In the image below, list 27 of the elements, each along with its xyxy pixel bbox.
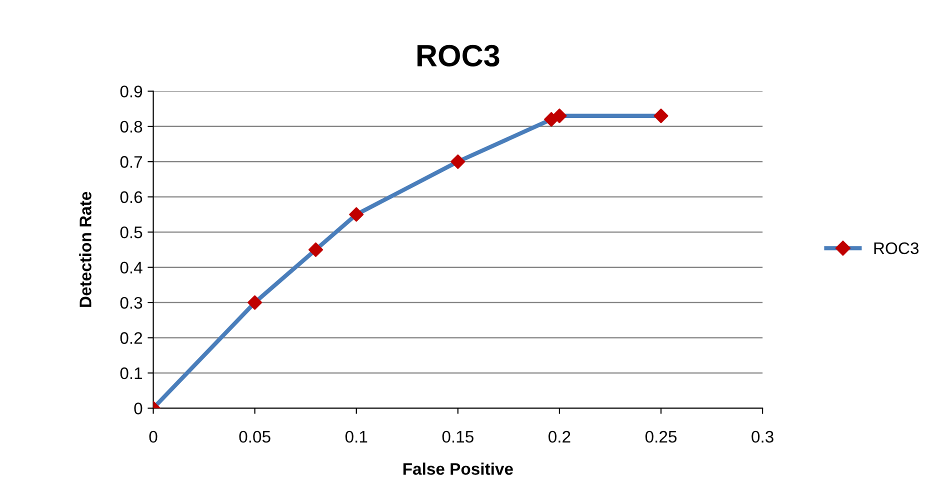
y-tick-label: 0.4 bbox=[120, 262, 142, 274]
point bbox=[308, 242, 324, 257]
y-tick-label: 0.9 bbox=[120, 86, 142, 98]
point bbox=[552, 108, 567, 124]
point bbox=[654, 108, 668, 124]
x-tick-label: 0.3 bbox=[752, 430, 774, 443]
y-tick-label: 0.1 bbox=[120, 367, 142, 380]
x-tick-label: 0.25 bbox=[645, 430, 677, 443]
point bbox=[450, 154, 466, 169]
x-tick-label: 0.2 bbox=[548, 430, 570, 443]
y-tick-label: 0.3 bbox=[120, 296, 142, 309]
y-tick-label: 0 bbox=[134, 402, 142, 414]
y-axis-title: Detection Rate bbox=[79, 192, 92, 307]
x-tick-label: 0.1 bbox=[345, 430, 368, 443]
y-tick-label: 0.6 bbox=[120, 191, 142, 204]
y-tick-label: 0.8 bbox=[120, 120, 142, 133]
y-tick-label: 0.5 bbox=[120, 226, 142, 238]
x-tick-label: 0.05 bbox=[239, 430, 270, 443]
x-tick-label: 0 bbox=[149, 430, 158, 443]
y-tick-label: 0.7 bbox=[120, 156, 142, 168]
x-axis-title: False Positive bbox=[403, 462, 513, 475]
point bbox=[248, 295, 262, 310]
point bbox=[349, 207, 364, 222]
legend-label: ROC3 bbox=[874, 242, 919, 254]
x-tick-label: 0.15 bbox=[442, 430, 474, 443]
chart-title: ROC3 bbox=[418, 44, 500, 67]
y-tick-label: 0.2 bbox=[120, 332, 142, 344]
